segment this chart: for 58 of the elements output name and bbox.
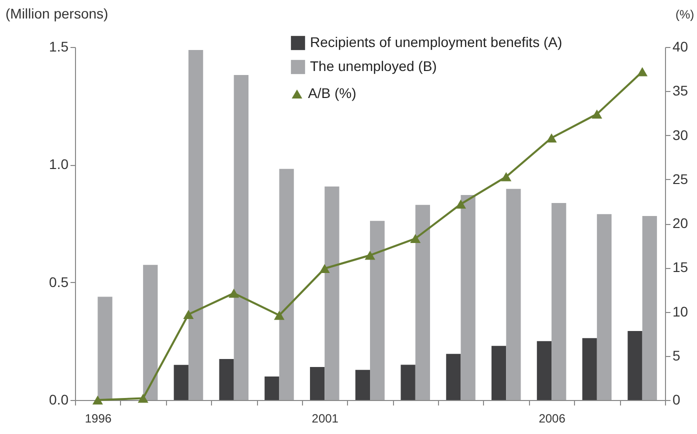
bar xyxy=(279,168,294,400)
bar xyxy=(310,367,325,400)
y2-tick-label: 10 xyxy=(672,303,688,320)
y2-tick-label: 0 xyxy=(672,392,680,408)
point xyxy=(592,110,602,119)
point xyxy=(274,310,284,320)
y2-tick-label: 35 xyxy=(672,82,688,99)
point xyxy=(92,395,103,405)
y2-tick-label: 20 xyxy=(672,215,688,231)
y-tick-label: 1.5 xyxy=(49,38,69,54)
bar xyxy=(264,376,280,400)
bar xyxy=(400,364,416,400)
x-tick-label: 2006 xyxy=(538,412,566,426)
point xyxy=(138,394,148,403)
bar xyxy=(188,50,204,400)
bar xyxy=(492,346,506,400)
y2-tick-label: 25 xyxy=(672,170,688,187)
bar xyxy=(234,75,248,400)
bar xyxy=(324,186,340,400)
point xyxy=(410,234,421,244)
legend-label: Recipients of unemployment benefits (A) xyxy=(310,34,562,50)
point xyxy=(228,288,240,298)
legend-label: A/B (%) xyxy=(308,85,356,101)
bar xyxy=(446,354,461,400)
bar xyxy=(596,214,612,400)
y2-tick-label: 15 xyxy=(672,259,688,276)
point xyxy=(456,200,466,209)
bar xyxy=(370,220,385,400)
y-tick-label: 0.0 xyxy=(49,392,69,408)
bar xyxy=(143,264,158,400)
bar xyxy=(415,204,430,400)
point xyxy=(500,172,512,182)
x-tick-label: 1996 xyxy=(84,412,112,426)
y2-tick-label: 5 xyxy=(672,347,680,364)
y-tick-label: 1.0 xyxy=(49,156,69,172)
y-tick-label: 0.5 xyxy=(49,274,69,290)
bar xyxy=(642,216,657,400)
legend-label: The unemployed (B) xyxy=(310,58,437,74)
point xyxy=(364,250,376,260)
x-tick-label: 2001 xyxy=(312,412,339,426)
bar xyxy=(582,338,597,400)
point xyxy=(637,67,648,76)
bar xyxy=(628,331,642,400)
bar xyxy=(506,188,521,400)
point xyxy=(183,310,194,319)
point xyxy=(546,133,557,142)
y2-tick-label: 30 xyxy=(672,126,688,143)
y-axis-title: (Million persons) xyxy=(6,6,108,22)
bar xyxy=(355,370,370,400)
bar xyxy=(536,341,552,400)
y2-axis-title: (%) xyxy=(676,8,694,22)
point xyxy=(319,264,330,274)
bar xyxy=(460,195,476,400)
bar xyxy=(552,203,566,400)
bar xyxy=(98,296,112,400)
y2-tick-label: 40 xyxy=(672,38,688,54)
bar xyxy=(219,359,234,400)
bar xyxy=(174,364,188,400)
